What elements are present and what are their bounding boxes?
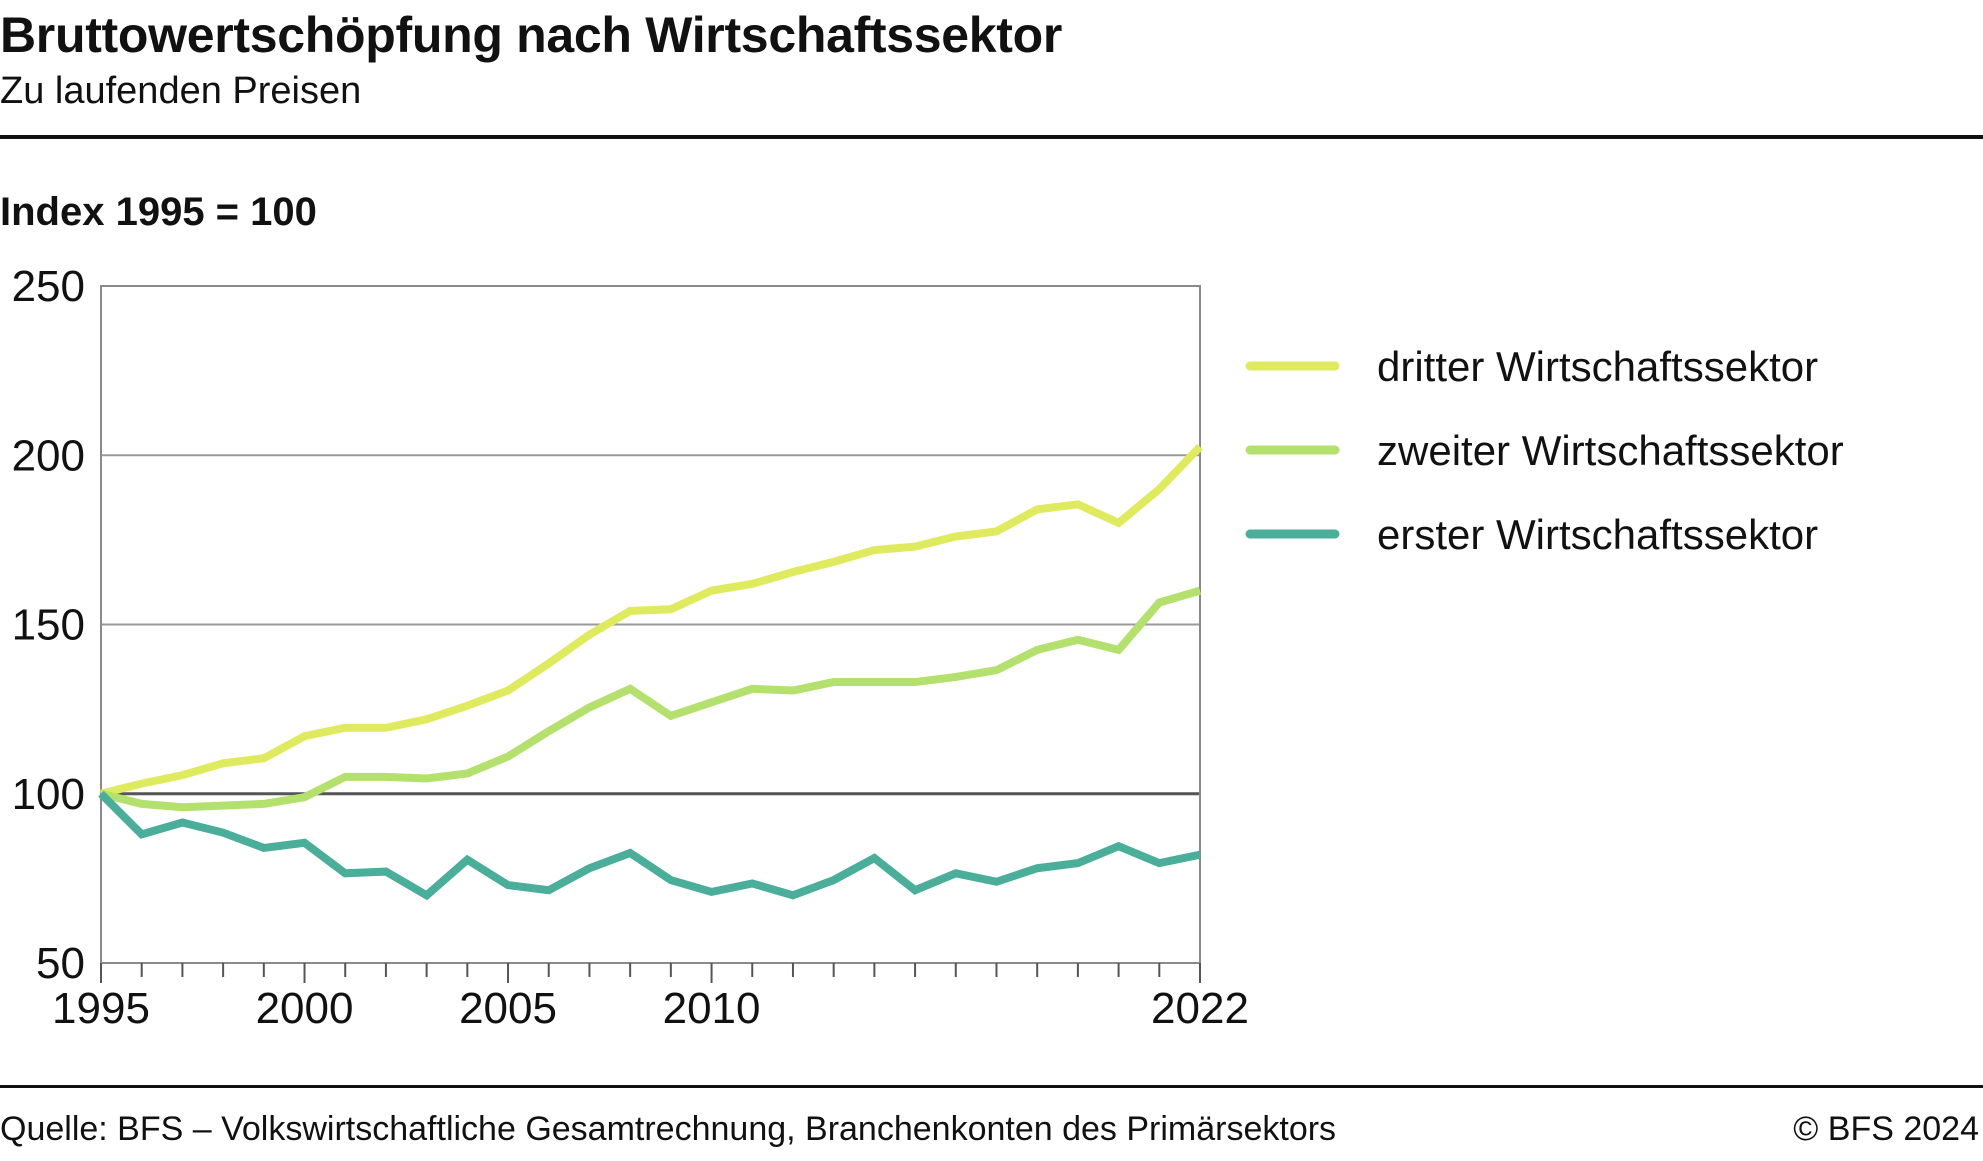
y-tick-label-250: 250: [12, 262, 85, 311]
x-tick-label-2010: 2010: [663, 984, 761, 1033]
series-line-3: [98, 790, 1201, 901]
y-tick-label-50: 50: [36, 939, 85, 988]
y-tick-label-150: 150: [12, 601, 85, 650]
plot-frame: [100, 285, 1201, 964]
footer-divider: [0, 1085, 1983, 1088]
source-note: Quelle: BFS – Volkswirtschaftliche Gesam…: [0, 1110, 1337, 1148]
x-tick-label-2022: 2022: [1151, 984, 1249, 1033]
copyright-note: © BFS 2024: [1793, 1110, 1979, 1148]
header-divider: [0, 135, 1983, 139]
x-tick-label-2000: 2000: [256, 984, 354, 1033]
y-tick-label-200: 200: [12, 431, 85, 480]
x-tick-label-1995: 1995: [52, 984, 150, 1033]
legend-label-1: dritter Wirtschaftssektor: [1377, 343, 1818, 390]
x-tick-label-2005: 2005: [459, 984, 557, 1033]
chart-subtitle: Zu laufenden Preisen: [0, 70, 362, 112]
legend-label-2: zweiter Wirtschaftssektor: [1377, 427, 1844, 474]
chart-title: Bruttowertschöpfung nach Wirtschaftssekt…: [0, 7, 1063, 63]
legend-label-3: erster Wirtschaftssektor: [1377, 511, 1818, 558]
y-tick-label-100: 100: [12, 770, 85, 819]
series-line-1: [100, 444, 1203, 798]
series-line-2: [100, 586, 1202, 812]
y-axis-unit-label: Index 1995 = 100: [0, 190, 317, 234]
